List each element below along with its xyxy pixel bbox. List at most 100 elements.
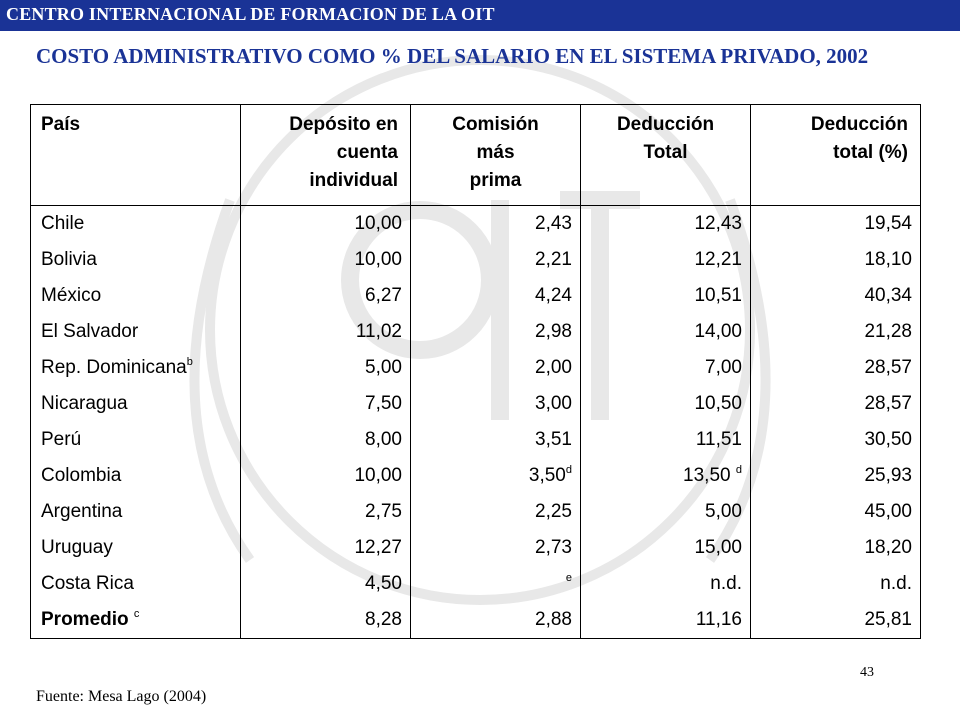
- commission-cell-value: 4,24: [535, 285, 572, 306]
- table-row: Rep. Dominicanab 5,00 2,00 7,00 28,57: [30, 350, 921, 386]
- deposit-cell: 11,02: [240, 314, 411, 350]
- cost-table: País Depósito en cuenta individual Comisió…: [30, 104, 921, 639]
- country-cell-value: Uruguay: [41, 537, 113, 558]
- total-deduction-cell: 12,21: [580, 242, 751, 278]
- commission-cell: 2,73: [410, 530, 581, 566]
- deposit-cell-value: 11,02: [355, 321, 402, 342]
- total-percent-cell: 18,10: [750, 242, 921, 278]
- deposit-cell-value: 12,27: [354, 537, 402, 558]
- table-body: Chile 10,00 2,43 12,43 19,54 Bolivia 10,00 2,21…: [30, 205, 921, 639]
- total-percent-cell-value: 28,57: [864, 393, 912, 414]
- table-row: Perú 8,00 3,51 11,51 30,50: [30, 422, 921, 458]
- deposit-cell: 12,27: [240, 530, 411, 566]
- commission-cell: 2,88: [410, 602, 581, 639]
- footnote-marker: b: [186, 356, 193, 368]
- commission-cell: 2,00: [410, 350, 581, 386]
- average-row: Promedio c 8,28 2,88 11,16 25,81: [30, 602, 921, 639]
- deposit-cell-value: 8,28: [365, 609, 402, 630]
- column-header-line: prima: [469, 170, 522, 191]
- column-header-line: más: [476, 142, 515, 163]
- country-cell-value: Nicaragua: [41, 393, 128, 414]
- total-percent-cell: 25,93: [750, 458, 921, 494]
- deposit-cell-value: 10,00: [354, 213, 402, 234]
- deposit-cell: 7,50: [240, 386, 411, 422]
- column-header-line: Total: [643, 142, 688, 163]
- table-row: Colombia 10,00 3,50d 13,50 d 25,93: [30, 458, 921, 494]
- column-header-line: Depósito en: [289, 114, 398, 135]
- country-cell-value: México: [41, 285, 102, 306]
- commission-cell-value: 2,88: [535, 609, 572, 630]
- deposit-cell: 10,00: [240, 205, 411, 242]
- commission-cell: 4,24: [410, 278, 581, 314]
- total-deduction-cell-value: 11,51: [695, 429, 742, 450]
- total-percent-cell-value: 30,50: [864, 429, 912, 450]
- total-deduction-cell: 12,43: [580, 205, 751, 242]
- footnote-marker: c: [133, 608, 140, 620]
- country-cell-value: Perú: [41, 429, 82, 450]
- commission-cell-value: 3,51: [535, 429, 572, 450]
- country-cell-value: Colombia: [41, 465, 122, 486]
- total-percent-cell-value: n.d.: [880, 573, 912, 594]
- total-deduction-cell-value: 13,50: [683, 465, 736, 486]
- total-deduction-cell-value: 7,00: [705, 357, 742, 378]
- total-deduction-cell-value: n.d.: [710, 573, 742, 594]
- table-row: Uruguay 12,27 2,73 15,00 18,20: [30, 530, 921, 566]
- total-deduction-cell-value: 12,43: [694, 213, 742, 234]
- total-deduction-cell: 7,00: [580, 350, 751, 386]
- deposit-cell-value: 10,00: [354, 465, 402, 486]
- column-header-line: Deducción: [616, 114, 715, 135]
- total-percent-cell: 25,81: [750, 602, 921, 639]
- header-bar: CENTRO INTERNACIONAL DE FORMACION DE LA …: [0, 0, 960, 31]
- column-header: Comisión más prima: [410, 104, 581, 206]
- deposit-cell-value: 6,27: [365, 285, 402, 306]
- deposit-cell: 10,00: [240, 458, 411, 494]
- table-row: Argentina 2,75 2,25 5,00 45,00: [30, 494, 921, 530]
- total-percent-cell: 19,54: [750, 205, 921, 242]
- column-header-line: Comisión: [452, 114, 539, 135]
- table-header-row: País Depósito en cuenta individual Comisió…: [30, 104, 921, 206]
- footnote-marker: d: [565, 464, 572, 476]
- total-percent-cell-value: 21,28: [864, 321, 912, 342]
- column-header: Deducción total (%): [750, 104, 921, 206]
- total-percent-cell: 28,57: [750, 386, 921, 422]
- deposit-cell: 10,00: [240, 242, 411, 278]
- total-percent-cell-value: 45,00: [864, 501, 912, 522]
- total-deduction-cell: 11,16: [580, 602, 751, 639]
- country-cell-value: Bolivia: [41, 249, 97, 270]
- country-cell: Costa Rica: [30, 566, 241, 602]
- total-deduction-cell: 10,50: [580, 386, 751, 422]
- country-cell: Chile: [30, 205, 241, 242]
- column-header-line: País: [41, 114, 81, 135]
- table-row: Chile 10,00 2,43 12,43 19,54: [30, 205, 921, 242]
- commission-cell: 2,43: [410, 205, 581, 242]
- country-cell: Bolivia: [30, 242, 241, 278]
- total-deduction-cell: 5,00: [580, 494, 751, 530]
- commission-cell: 2,98: [410, 314, 581, 350]
- commission-cell-value: 2,98: [535, 321, 572, 342]
- total-deduction-cell: 15,00: [580, 530, 751, 566]
- country-cell: México: [30, 278, 241, 314]
- country-cell-value: Chile: [41, 213, 85, 234]
- deposit-cell-value: 2,75: [365, 501, 402, 522]
- commission-cell: 3,51: [410, 422, 581, 458]
- country-cell-value: Argentina: [41, 501, 123, 522]
- total-deduction-cell-value: 15,00: [694, 537, 742, 558]
- total-percent-cell-value: 40,34: [864, 285, 912, 306]
- country-cell: Promedio c: [30, 602, 241, 639]
- column-header: Deducción Total: [580, 104, 751, 206]
- country-cell: Colombia: [30, 458, 241, 494]
- total-deduction-cell: 11,51: [580, 422, 751, 458]
- deposit-cell-value: 7,50: [365, 393, 402, 414]
- country-cell-value: Rep. Dominicana: [41, 357, 187, 378]
- country-cell-value: El Salvador: [41, 321, 139, 342]
- commission-cell-value: 2,00: [535, 357, 572, 378]
- commission-cell-value: 2,73: [535, 537, 572, 558]
- commission-cell-value: 2,25: [535, 501, 572, 522]
- deposit-cell: 8,28: [240, 602, 411, 639]
- column-header: Depósito en cuenta individual: [240, 104, 411, 206]
- total-deduction-cell-value: 10,50: [694, 393, 742, 414]
- total-percent-cell-value: 25,93: [864, 465, 912, 486]
- slide-title: COSTO ADMINISTRATIVO COMO % DEL SALARIO …: [36, 44, 869, 68]
- table-row: México 6,27 4,24 10,51 40,34: [30, 278, 921, 314]
- total-percent-cell: 21,28: [750, 314, 921, 350]
